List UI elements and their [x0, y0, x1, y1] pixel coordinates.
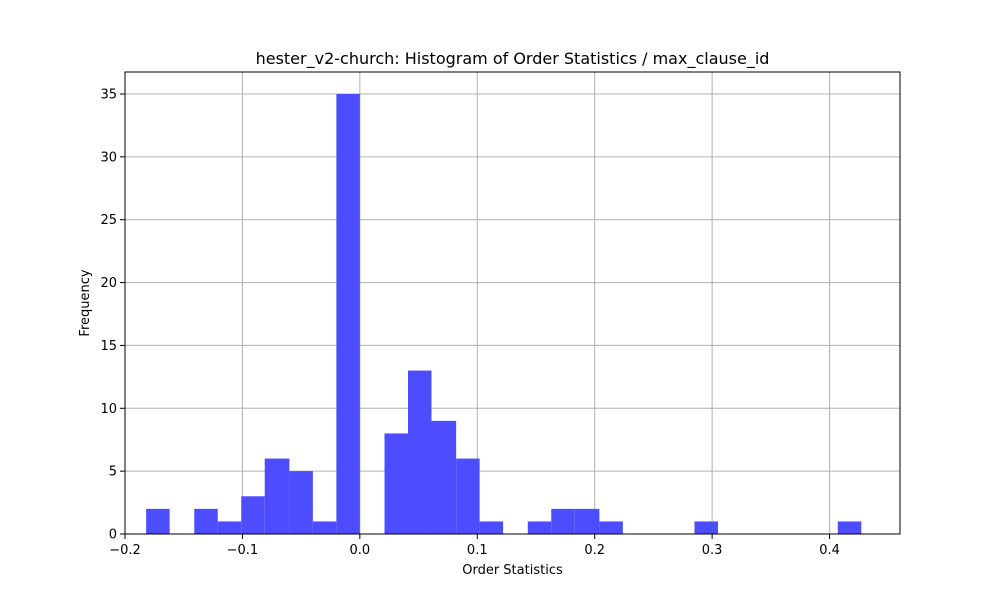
histogram-bar	[574, 508, 600, 534]
histogram-bar	[241, 496, 265, 534]
x-axis-label: Order Statistics	[462, 563, 563, 578]
y-tick-label: 15	[100, 339, 117, 354]
histogram-bar	[479, 521, 504, 534]
y-tick-label: 35	[100, 88, 117, 103]
histogram-bar	[431, 420, 457, 534]
y-tick-label: 10	[100, 402, 117, 417]
histogram-bar	[456, 458, 480, 534]
x-tick-label: −0.2	[109, 543, 141, 558]
y-axis-ticks: 0 5 10 15 20 25 30 35	[100, 88, 125, 543]
y-tick-label: 25	[100, 213, 117, 228]
histogram-bars	[146, 94, 862, 534]
histogram-bar	[264, 458, 290, 534]
x-axis-ticks: −0.2 −0.1 0.0 0.1 0.2 0.3 0.4	[109, 534, 840, 558]
x-tick-label: 0.1	[467, 543, 488, 558]
x-tick-label: 0.4	[819, 543, 840, 558]
histogram-bar	[146, 508, 170, 534]
x-tick-label: −0.1	[227, 543, 259, 558]
plot-area-frame	[124, 71, 901, 535]
y-tick-label: 5	[109, 465, 117, 480]
x-tick-label: 0.3	[702, 543, 723, 558]
histogram-bar	[384, 433, 408, 534]
histogram-bar	[599, 521, 623, 534]
x-tick-label: 0.0	[350, 543, 371, 558]
histogram-bar	[694, 521, 718, 534]
histogram-bar	[312, 521, 337, 534]
y-axis-label: Frequency	[78, 269, 93, 336]
y-tick-label: 20	[100, 276, 117, 291]
histogram-bar	[217, 521, 242, 534]
histogram-bar	[551, 508, 575, 534]
histogram-bar	[407, 370, 432, 534]
chart-title: hester_v2-church: Histogram of Order Sta…	[256, 49, 770, 69]
histogram-bar	[837, 521, 862, 534]
histogram-bar	[289, 471, 313, 534]
histogram-bar	[194, 508, 218, 534]
histogram-bar	[336, 94, 360, 534]
x-tick-label: 0.2	[584, 543, 605, 558]
y-tick-label: 30	[100, 150, 117, 165]
y-tick-label: 0	[109, 528, 117, 543]
histogram-bar	[527, 521, 552, 534]
